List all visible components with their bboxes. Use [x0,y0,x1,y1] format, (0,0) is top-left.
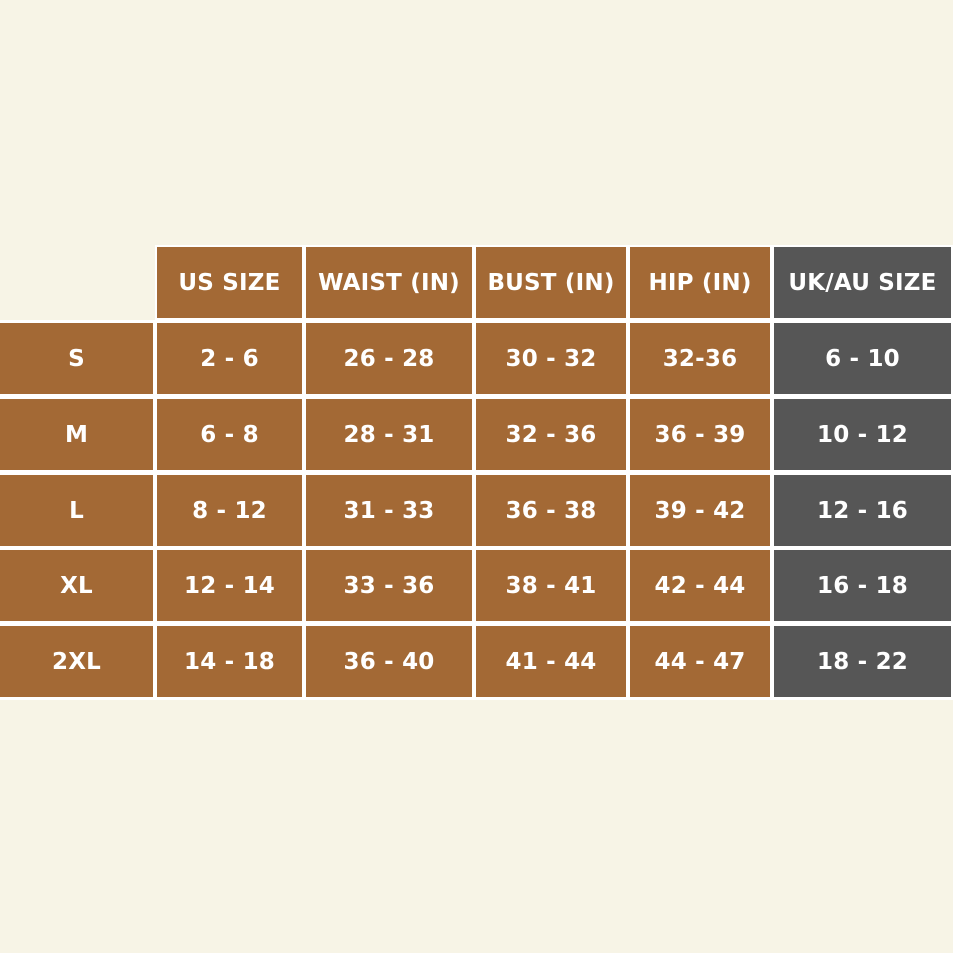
cell-waist: 31 - 33 [306,475,472,546]
cell-uk-au-size: 18 - 22 [774,626,951,697]
header-us-size: US SIZE [157,247,302,318]
cell-waist: 36 - 40 [306,626,472,697]
cell-us-size: 2 - 6 [157,323,302,394]
cell-uk-au-size: 6 - 10 [774,323,951,394]
cell-uk-au-size: 12 - 16 [774,475,951,546]
cell-bust: 32 - 36 [476,399,626,470]
cell-hip: 44 - 47 [630,626,770,697]
row-label-size: M [0,399,153,470]
cell-hip: 36 - 39 [630,399,770,470]
cell-bust: 30 - 32 [476,323,626,394]
cell-waist: 28 - 31 [306,399,472,470]
cell-waist: 26 - 28 [306,323,472,394]
header-hip: HIP (IN) [630,247,770,318]
cell-waist: 33 - 36 [306,550,472,621]
cell-bust: 36 - 38 [476,475,626,546]
cell-hip: 39 - 42 [630,475,770,546]
row-label-size: S [0,323,153,394]
cell-hip: 42 - 44 [630,550,770,621]
cell-us-size: 8 - 12 [157,475,302,546]
row-label-size: L [0,475,153,546]
header-uk-au-size: UK/AU SIZE [774,247,951,318]
header-waist: WAIST (IN) [306,247,472,318]
row-label-size: XL [0,550,153,621]
row-label-size: 2XL [0,626,153,697]
table-corner [0,245,155,320]
size-chart-table: US SIZE WAIST (IN) BUST (IN) HIP (IN) UK/AU … [0,245,953,700]
header-bust: BUST (IN) [476,247,626,318]
cell-us-size: 12 - 14 [157,550,302,621]
cell-hip: 32-36 [630,323,770,394]
cell-uk-au-size: 16 - 18 [774,550,951,621]
cell-bust: 41 - 44 [476,626,626,697]
cell-bust: 38 - 41 [476,550,626,621]
cell-us-size: 6 - 8 [157,399,302,470]
cell-uk-au-size: 10 - 12 [774,399,951,470]
cell-us-size: 14 - 18 [157,626,302,697]
